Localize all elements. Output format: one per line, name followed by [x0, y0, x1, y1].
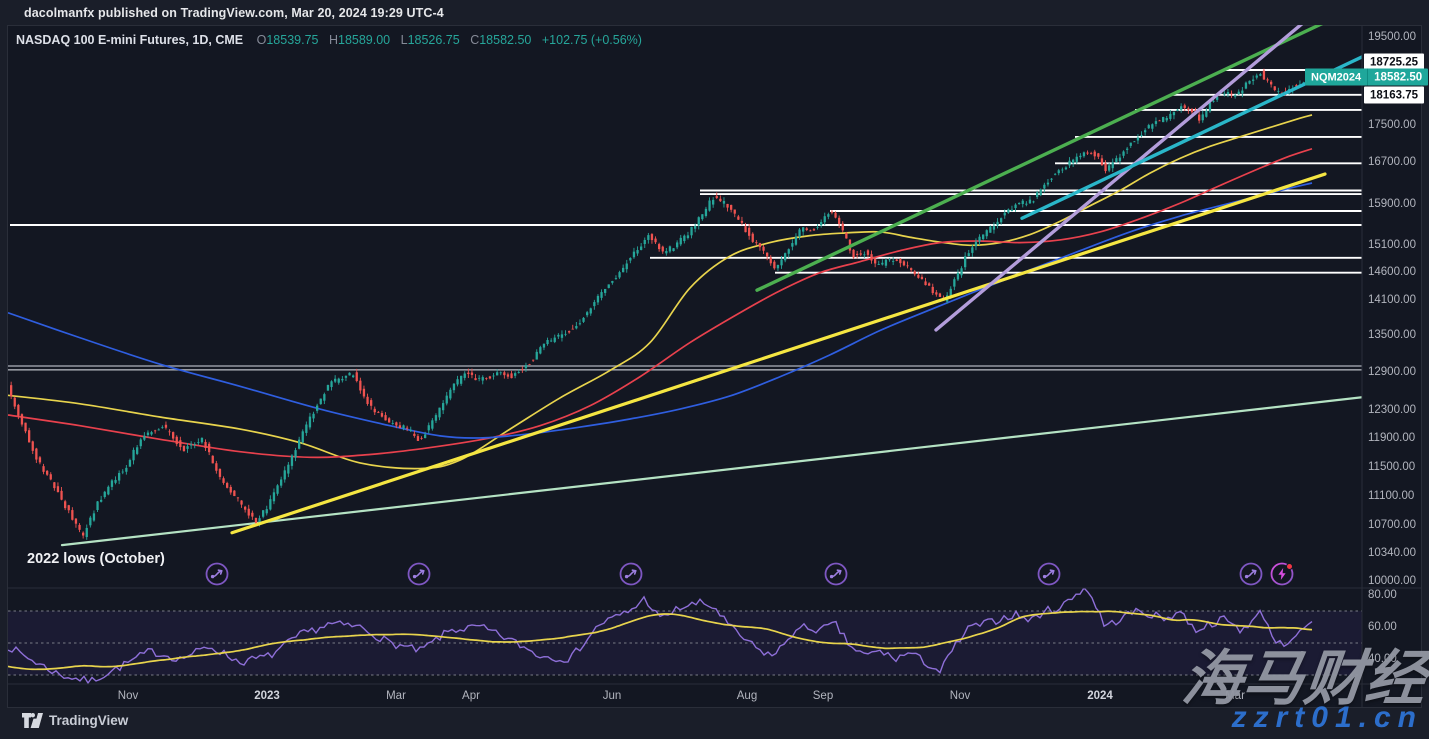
- time-axis-tick: Nov: [117, 690, 139, 702]
- tradingview-logo-icon: [22, 713, 43, 728]
- price-axis-tick: 15100.00: [1368, 239, 1416, 251]
- price-axis-tick: 19500.00: [1368, 31, 1416, 43]
- event-marker-icon[interactable]: [205, 562, 229, 586]
- ohlc-open: O18539.75: [256, 33, 319, 47]
- price-axis-tick: 11100.00: [1368, 490, 1415, 502]
- price-axis-tick: 14100.00: [1368, 294, 1416, 306]
- time-axis-tick: 2024: [1087, 690, 1113, 702]
- ma-slow-blue: [8, 182, 1313, 439]
- time-axis-tick: Nov: [949, 690, 971, 702]
- event-marker-icon[interactable]: [1037, 562, 1061, 586]
- ticker-tag: NQM2024: [1305, 68, 1368, 86]
- notification-dot: [1286, 563, 1293, 570]
- rsi-panel: [8, 588, 1362, 684]
- trendline-channel-green[interactable]: [755, 15, 1340, 292]
- tradingview-brand-text: TradingView: [49, 713, 129, 728]
- ohlc-close: C18582.50: [470, 33, 532, 47]
- flash-event-icon[interactable]: [1270, 562, 1294, 586]
- price-axis-tick: 80.00: [1368, 589, 1397, 601]
- trendline-long-term-yellow[interactable]: [230, 172, 1327, 535]
- ohlc-high: H18589.00: [328, 33, 391, 47]
- price-axis-tick: 10340.00: [1368, 547, 1416, 559]
- price-axis-tick: 60.00: [1368, 621, 1397, 633]
- symbol-title: NASDAQ 100 E-mini Futures, 1D, CME: [16, 33, 244, 47]
- time-axis-tick: Jun: [602, 690, 622, 702]
- price-label-high: 18725.25: [1364, 53, 1424, 71]
- last-price-value: 18582.50: [1367, 68, 1429, 86]
- event-marker-icon[interactable]: [1239, 562, 1263, 586]
- ohlc-low: L18526.75: [400, 33, 460, 47]
- time-axis-tick: Mar: [386, 690, 406, 702]
- price-axis-tick: 13500.00: [1368, 329, 1416, 341]
- ma-mid-red: [8, 147, 1313, 459]
- time-axis-tick: Apr: [462, 690, 480, 702]
- price-axis-tick: 10700.00: [1368, 519, 1416, 531]
- candlestick-series: [10, 68, 1309, 540]
- price-axis-tick: 12900.00: [1368, 366, 1416, 378]
- attribution-text: dacolmanfx published on TradingView.com,…: [24, 6, 444, 20]
- time-axis-tick: Sep: [812, 690, 834, 702]
- watermark-url-text: zzrt01.cn: [1231, 701, 1423, 734]
- main-panel: [8, 15, 1362, 547]
- price-axis-tick: 11900.00: [1368, 432, 1416, 444]
- tradingview-brand[interactable]: TradingView: [22, 713, 128, 728]
- price-axis-tick: 16700.00: [1368, 156, 1416, 168]
- time-axis-tick: Aug: [736, 690, 758, 702]
- price-label-low: 18163.75: [1364, 86, 1424, 104]
- last-price-label: NQM2024 18582.50: [1305, 68, 1429, 86]
- chart-legend: NASDAQ 100 E-mini Futures, 1D, CME O1853…: [16, 33, 642, 47]
- price-axis-tick: 10000.00: [1368, 575, 1416, 587]
- price-axis-tick: 12300.00: [1368, 404, 1416, 416]
- price-axis-tick: 15900.00: [1368, 198, 1416, 210]
- event-marker-icon[interactable]: [619, 562, 643, 586]
- time-axis-tick: Mar: [1225, 690, 1245, 702]
- price-axis-tick: 17500.00: [1368, 119, 1416, 131]
- price-axis-tick: 14600.00: [1368, 266, 1416, 278]
- trendline-long-term-mint[interactable]: [60, 396, 1362, 547]
- footer: TradingView: [0, 708, 1429, 739]
- price-axis-tick: 40.00: [1368, 653, 1397, 665]
- event-marker-icon[interactable]: [824, 562, 848, 586]
- rsi-ma-line: [8, 610, 1313, 671]
- change-value: +102.75 (+0.56%): [541, 33, 642, 47]
- ma-fast-yellow: [8, 114, 1313, 470]
- time-axis-tick: 2023: [254, 690, 280, 702]
- price-axis-tick: 11500.00: [1368, 461, 1416, 473]
- chart-annotation-2022-lows: 2022 lows (October): [27, 551, 165, 567]
- event-marker-icon[interactable]: [407, 562, 431, 586]
